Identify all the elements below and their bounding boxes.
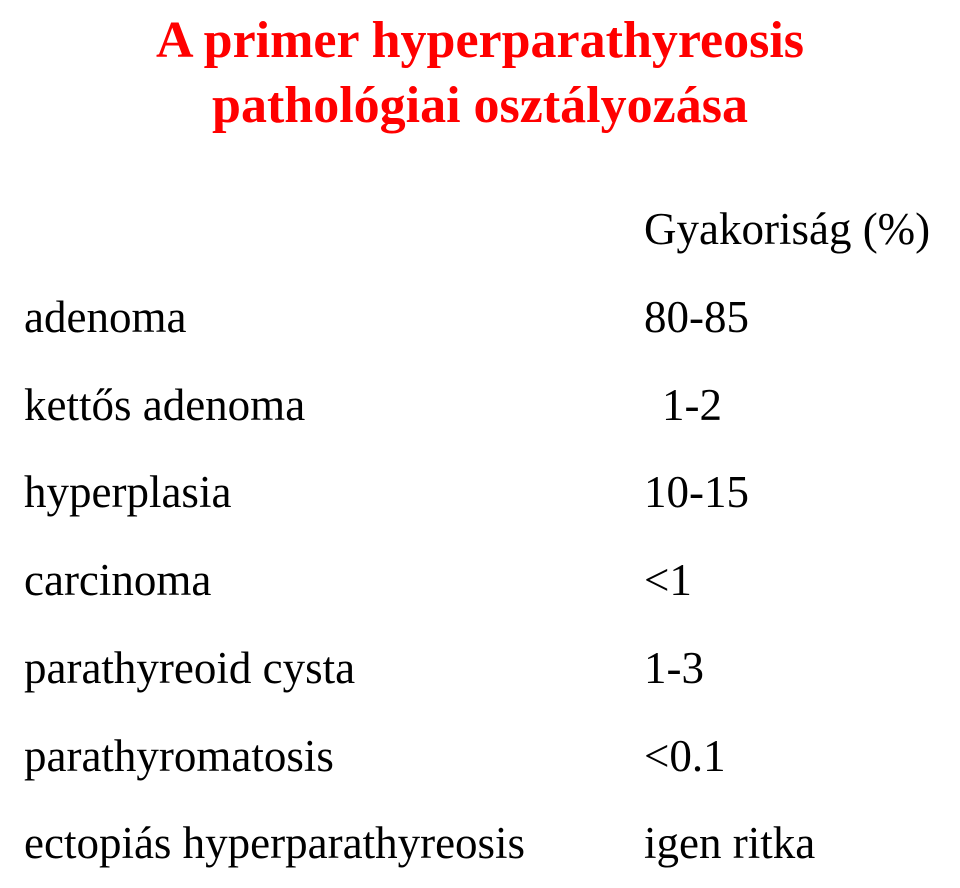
row-value: 80-85 — [644, 274, 936, 362]
table-row: adenoma 80-85 — [24, 274, 936, 362]
slide-body: Gyakoriság (%) adenoma 80-85 kettős aden… — [0, 138, 960, 888]
row-label: parathyreoid cysta — [24, 625, 644, 713]
row-value: <1 — [644, 537, 936, 625]
row-label: kettős adenoma — [24, 362, 644, 450]
row-label: parathyromatosis — [24, 713, 644, 801]
table-row: parathyreoid cysta 1-3 — [24, 625, 936, 713]
row-label: ectopiás hyperparathyreosis — [24, 800, 644, 888]
row-label: hyperplasia — [24, 449, 644, 537]
title-line-1: A primer hyperparathyreosis — [156, 12, 804, 69]
slide: A primer hyperparathyreosis pathológiai … — [0, 0, 960, 859]
row-value: 1-2 — [644, 362, 936, 450]
table-row: carcinoma <1 — [24, 537, 936, 625]
header-right: Gyakoriság (%) — [644, 186, 936, 274]
table-row: kettős adenoma 1-2 — [24, 362, 936, 450]
row-value: <0.1 — [644, 713, 936, 801]
header-left-blank — [24, 186, 644, 274]
row-label: carcinoma — [24, 537, 644, 625]
row-label: adenoma — [24, 274, 644, 362]
table-row: parathyromatosis <0.1 — [24, 713, 936, 801]
table-row: ectopiás hyperparathyreosis igen ritka — [24, 800, 936, 888]
row-value: igen ritka — [644, 800, 936, 888]
slide-title: A primer hyperparathyreosis pathológiai … — [0, 0, 960, 138]
row-value: 1-3 — [644, 625, 936, 713]
header-row: Gyakoriság (%) — [24, 186, 936, 274]
title-line-2: pathológiai osztályozása — [212, 77, 748, 134]
table-row: hyperplasia 10-15 — [24, 449, 936, 537]
row-value: 10-15 — [644, 449, 936, 537]
